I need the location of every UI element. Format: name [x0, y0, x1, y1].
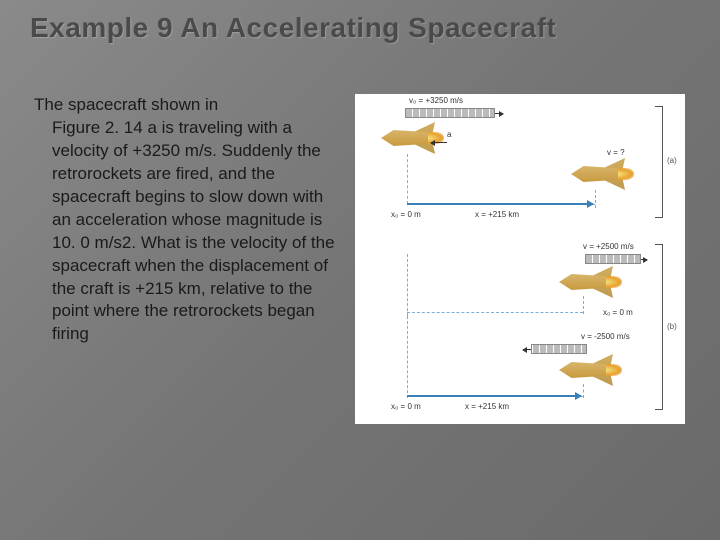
figure-column: v₀ = +3250 m/s a v = ? x = +215 km x₀ = … — [350, 94, 690, 424]
dash-h-b1 — [407, 312, 583, 313]
label-x-a: x = +215 km — [475, 210, 519, 219]
disp-arrow-b — [407, 395, 581, 397]
label-vq: v = ? — [607, 148, 625, 157]
label-x0-a: x₀ = 0 m — [391, 210, 421, 219]
dash-v-b-right1 — [583, 296, 584, 314]
vpos-arrow-icon — [641, 259, 647, 260]
dash-v-b-left1 — [407, 254, 408, 316]
label-x-b: x = +215 km — [465, 402, 509, 411]
body-rest: Figure 2. 14 a is traveling with a veloc… — [34, 117, 340, 346]
body-first-line: The spacecraft shown in — [34, 94, 340, 117]
spacecraft-b-bottom — [551, 356, 621, 384]
vneg-arrow-icon — [523, 349, 531, 350]
tag-b: (b) — [667, 322, 677, 331]
figure-2-14: v₀ = +3250 m/s a v = ? x = +215 km x₀ = … — [355, 94, 685, 424]
content-row: The spacecraft shown in Figure 2. 14 a i… — [30, 94, 690, 424]
spacecraft-a-right — [563, 160, 633, 188]
slide-title: Example 9 An Accelerating Spacecraft — [30, 12, 690, 44]
label-a: a — [447, 130, 451, 139]
label-x0-b2: x₀ = 0 m — [391, 402, 421, 411]
dash-v-a-left — [407, 154, 408, 204]
label-vneg: v = -2500 m/s — [581, 332, 630, 341]
a-arrow-icon — [431, 142, 447, 143]
label-v0: v₀ = +3250 m/s — [409, 96, 463, 105]
tag-a: (a) — [667, 156, 677, 165]
body-text: The spacecraft shown in Figure 2. 14 a i… — [30, 94, 340, 424]
v0-arrow-icon — [495, 113, 503, 114]
vpos-bar — [585, 254, 641, 264]
spacecraft-a-left — [373, 124, 443, 152]
label-x0-b1: x₀ = 0 m — [603, 308, 633, 317]
dash-v-b-right2 — [583, 384, 584, 398]
disp-arrow-a — [407, 203, 593, 205]
vneg-bar — [531, 344, 587, 354]
bracket-a — [655, 106, 663, 218]
label-vpos: v = +2500 m/s — [583, 242, 634, 251]
spacecraft-b-top — [551, 268, 621, 296]
bracket-b — [655, 244, 663, 410]
slide: Example 9 An Accelerating Spacecraft The… — [0, 0, 720, 540]
dash-v-a-right — [595, 190, 596, 208]
v0-bar — [405, 108, 495, 118]
dash-v-b-left2 — [407, 316, 408, 398]
